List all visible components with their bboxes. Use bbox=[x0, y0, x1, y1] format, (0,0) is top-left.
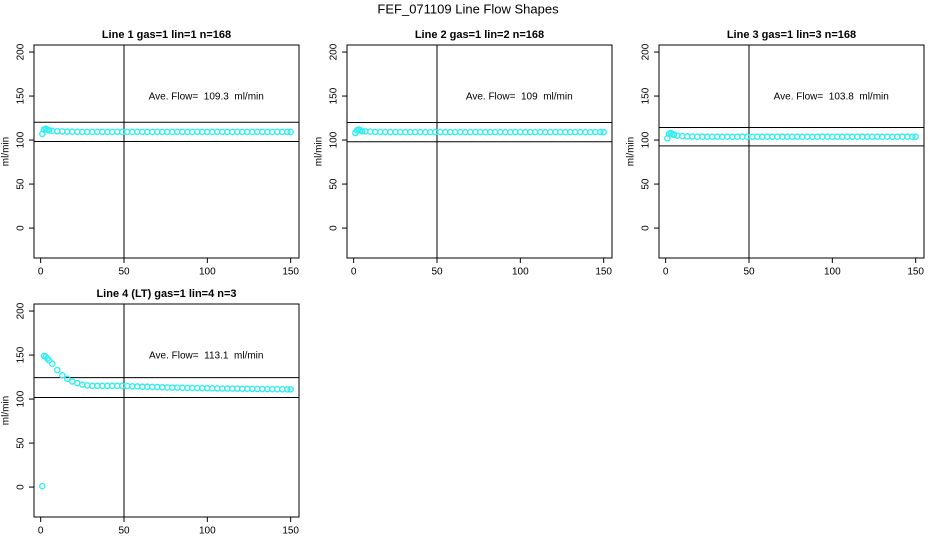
point bbox=[284, 386, 291, 393]
annotation: Ave. Flow= 103.8 ml/min bbox=[774, 92, 889, 103]
y-tick-label: 100 bbox=[641, 131, 652, 148]
point bbox=[287, 128, 294, 136]
point bbox=[597, 128, 604, 136]
y-tick-label: 50 bbox=[641, 178, 652, 190]
y-tick-label: 0 bbox=[641, 225, 652, 231]
y-tick-label: 150 bbox=[329, 87, 340, 104]
point bbox=[49, 360, 56, 368]
y-tick-label: 200 bbox=[16, 302, 27, 319]
x-tick-label: 150 bbox=[282, 526, 299, 537]
y-tick-label: 50 bbox=[329, 178, 340, 190]
y-tick-label: 200 bbox=[641, 43, 652, 60]
x-tick-label: 100 bbox=[199, 267, 216, 278]
panel-title: Line 2 gas=1 lin=2 n=168 bbox=[415, 29, 544, 41]
x-tick-label: 50 bbox=[118, 267, 130, 278]
point bbox=[358, 127, 366, 135]
y-tick-label: 100 bbox=[16, 390, 27, 407]
x-tick-label: 50 bbox=[431, 267, 443, 278]
plot-frame bbox=[33, 44, 300, 259]
annotation: Ave. Flow= 109.3 ml/min bbox=[149, 92, 264, 103]
point bbox=[54, 366, 61, 374]
y-tick-label: 200 bbox=[16, 43, 27, 60]
y-tick-label: 200 bbox=[329, 43, 340, 60]
y-axis-label: ml/min bbox=[314, 137, 325, 166]
point bbox=[39, 482, 46, 490]
figure-title: FEF_071109 Line Flow Shapes bbox=[377, 1, 559, 16]
point bbox=[912, 133, 919, 140]
x-tick-label: 50 bbox=[118, 526, 130, 537]
x-tick-label: 0 bbox=[351, 267, 357, 278]
y-tick-label: 150 bbox=[641, 87, 652, 104]
plot-frame bbox=[658, 44, 925, 259]
point bbox=[600, 128, 607, 136]
point bbox=[45, 357, 53, 364]
x-tick-label: 150 bbox=[907, 267, 924, 278]
y-tick-label: 100 bbox=[16, 131, 27, 148]
x-tick-label: 100 bbox=[512, 267, 529, 278]
x-tick-label: 50 bbox=[743, 267, 755, 278]
y-tick-label: 0 bbox=[329, 225, 340, 231]
x-tick-label: 0 bbox=[38, 526, 44, 537]
point bbox=[284, 128, 291, 136]
y-tick-label: 0 bbox=[16, 225, 27, 231]
y-tick-label: 50 bbox=[16, 437, 27, 449]
y-axis-label: ml/min bbox=[626, 137, 637, 166]
y-tick-label: 150 bbox=[16, 346, 27, 363]
point bbox=[287, 386, 294, 393]
x-tick-label: 0 bbox=[663, 267, 669, 278]
point bbox=[64, 375, 71, 383]
point bbox=[909, 133, 916, 141]
plot-frame bbox=[346, 44, 613, 259]
x-tick-label: 0 bbox=[38, 267, 44, 278]
point bbox=[59, 371, 66, 379]
x-tick-label: 150 bbox=[595, 267, 612, 278]
point bbox=[45, 127, 53, 134]
annotation: Ave. Flow= 113.1 ml/min bbox=[149, 351, 263, 362]
y-tick-label: 100 bbox=[329, 131, 340, 148]
y-axis-label: ml/min bbox=[1, 396, 12, 425]
y-tick-label: 50 bbox=[16, 178, 27, 190]
y-axis-label: ml/min bbox=[1, 137, 12, 166]
panel-title: Line 4 (LT) gas=1 lin=4 n=3 bbox=[96, 288, 236, 300]
panel-title: Line 1 gas=1 lin=1 n=168 bbox=[102, 29, 231, 41]
x-tick-label: 100 bbox=[199, 526, 216, 537]
plot-frame bbox=[33, 303, 300, 518]
x-tick-label: 150 bbox=[282, 267, 299, 278]
y-tick-label: 150 bbox=[16, 87, 27, 104]
y-tick-label: 0 bbox=[16, 484, 27, 490]
annotation: Ave. Flow= 109 ml/min bbox=[466, 92, 573, 103]
panel-title: Line 3 gas=1 lin=3 n=168 bbox=[727, 29, 856, 41]
x-tick-label: 100 bbox=[824, 267, 841, 278]
point bbox=[670, 131, 678, 139]
